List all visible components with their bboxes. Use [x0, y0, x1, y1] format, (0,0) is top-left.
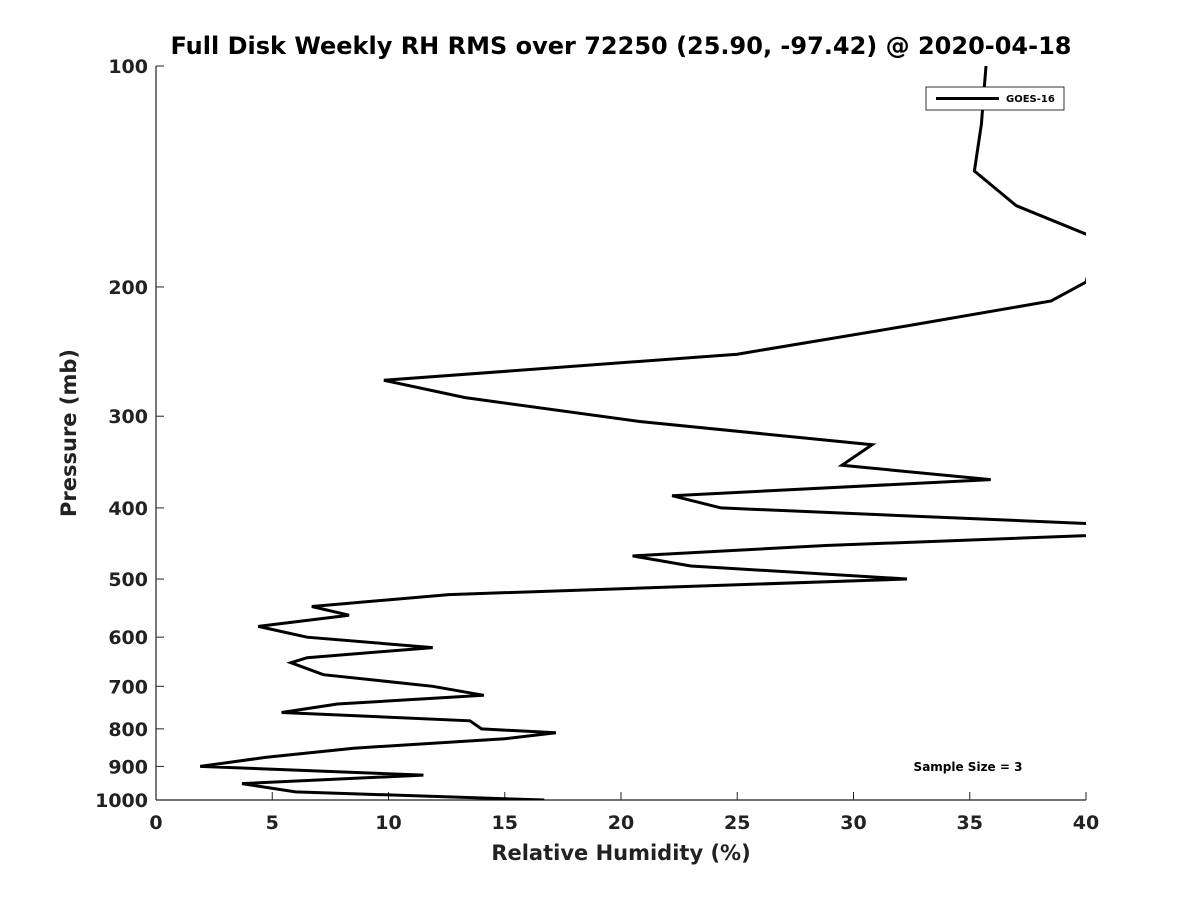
y-tick-label: 100 — [108, 56, 148, 78]
x-tick-label: 25 — [724, 812, 750, 834]
y-tick-label: 1000 — [95, 790, 148, 812]
axes — [155, 66, 1086, 801]
x-tick-label: 15 — [492, 812, 518, 834]
x-tick-label: 40 — [1073, 812, 1099, 834]
y-ticks: 100 200 300 400 500 600 700 800 900 1000 — [95, 56, 164, 812]
y-tick-label: 700 — [108, 676, 148, 698]
x-tick-label: 10 — [375, 812, 401, 834]
y-tick-label: 200 — [108, 277, 148, 299]
x-tick-label: 0 — [149, 812, 162, 834]
series-layer — [199, 66, 1086, 800]
y-tick-label: 500 — [108, 569, 148, 591]
x-tick-label: 5 — [266, 812, 279, 834]
chart-title: Full Disk Weekly RH RMS over 72250 (25.9… — [170, 32, 1071, 60]
x-ticks: 0 5 10 15 20 25 30 35 40 — [149, 792, 1099, 834]
y-tick-label: 900 — [108, 756, 148, 778]
y-tick-label: 600 — [108, 627, 148, 649]
y-tick-label: 800 — [108, 719, 148, 741]
x-axis-label: Relative Humidity (%) — [491, 841, 750, 865]
series-line-goes-16 — [199, 66, 1086, 800]
x-tick-label: 30 — [840, 812, 866, 834]
legend: GOES-16 — [925, 86, 1065, 111]
x-tick-label: 20 — [608, 812, 634, 834]
y-tick-label: 300 — [108, 406, 148, 428]
legend-label-goes-16: GOES-16 — [1006, 94, 1055, 105]
x-tick-label: 35 — [957, 812, 983, 834]
y-axis-label: Pressure (mb) — [57, 349, 81, 517]
sample-size-annotation: Sample Size = 3 — [914, 760, 1023, 774]
y-tick-label: 400 — [108, 498, 148, 520]
